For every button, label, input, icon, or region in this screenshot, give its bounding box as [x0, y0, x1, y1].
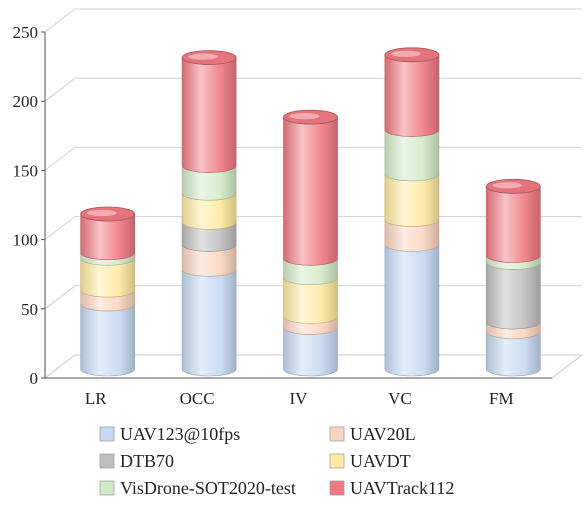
- bar-segment-vc-5: [384, 54, 440, 137]
- legend-label: DTB70: [120, 451, 174, 471]
- legend-swatch: [329, 426, 345, 442]
- legend-item: VisDrone-SOT2020-test: [99, 478, 296, 498]
- bar-cap-highlight: [492, 182, 523, 189]
- y-tick-label: 150: [13, 161, 39, 180]
- bar-stack-lr: [80, 206, 136, 377]
- y-tick-label: 0: [30, 369, 39, 388]
- legend-label: UAVDT: [350, 451, 411, 471]
- x-tick-label: VC: [388, 389, 412, 408]
- legend-swatch: [99, 426, 115, 442]
- legend-label: UAV20L: [350, 424, 416, 444]
- bar-segment-vc-0: [384, 244, 440, 377]
- legend-label: VisDrone-SOT2020-test: [120, 478, 296, 498]
- bar-cap-highlight: [289, 112, 320, 120]
- gridline: [44, 8, 582, 33]
- bar-stack-occ: [181, 50, 237, 377]
- legend-item: UAV20L: [329, 424, 416, 444]
- y-tick-label: 100: [13, 231, 39, 250]
- legend: UAV123@10fps UAV20L DTB70 UAVDT VisDrone-SOT…: [99, 424, 454, 498]
- gridline: [44, 77, 582, 102]
- legend-label: UAV123@10fps: [120, 424, 240, 444]
- bar-cap-highlight: [391, 50, 421, 57]
- bar-segment-fm-5: [486, 186, 541, 263]
- bar-segment-vc-3: [384, 173, 440, 227]
- bar-segment-occ-5: [181, 57, 237, 173]
- x-tick-label: LR: [85, 389, 107, 408]
- y-tick-label: 50: [21, 300, 38, 319]
- x-tick-label: IV: [290, 389, 309, 408]
- legend-swatch: [99, 453, 115, 469]
- bars: [80, 47, 541, 377]
- x-tick-label: OCC: [180, 389, 215, 408]
- legend-swatch: [329, 453, 345, 469]
- bar-segment-fm-2: [486, 262, 541, 330]
- bar-segment-vc-4: [384, 129, 440, 182]
- axes: [41, 31, 552, 379]
- y-tick-label: 200: [13, 92, 39, 111]
- legend-label: UAVTrack112: [350, 478, 454, 498]
- bar-segment-iv-5: [283, 117, 338, 266]
- legend-item: UAVTrack112: [329, 478, 454, 498]
- legend-item: UAV123@10fps: [99, 424, 240, 444]
- bar-segment-occ-0: [181, 269, 237, 377]
- x-tick-label: FM: [489, 389, 514, 408]
- bar-cap-highlight: [188, 53, 218, 60]
- tick-labels: 0 50 100 150 200 250 LR OCC IV VC FM: [13, 23, 514, 408]
- legend-item: DTB70: [99, 451, 174, 471]
- legend-item: UAVDT: [329, 451, 411, 471]
- bar-stack-iv: [283, 109, 338, 377]
- bar-stack-fm: [485, 178, 541, 377]
- legend-swatch: [99, 480, 115, 496]
- bar-segment-lr-0: [80, 303, 135, 377]
- bar-cap-highlight: [86, 209, 117, 217]
- bar-stack-vc: [384, 47, 440, 377]
- legend-swatch: [329, 480, 345, 496]
- y-tick-label: 250: [13, 23, 39, 42]
